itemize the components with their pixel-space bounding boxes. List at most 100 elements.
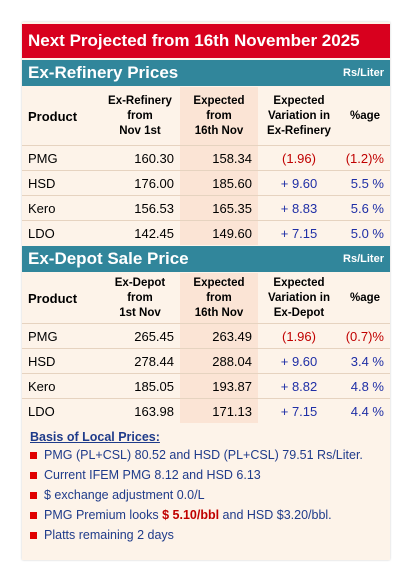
bullet [30,491,37,499]
value-cell: 142.45 [100,220,180,245]
value-cell: 4.8 % [340,373,390,398]
bullet [30,471,37,479]
value-cell: 156.53 [100,195,180,220]
value-cell: 185.05 [100,373,180,398]
column-header: Expected from 16th Nov [180,273,258,323]
bullet [30,531,37,539]
value-cell: 4.4 % [340,398,390,423]
note-item: Platts remaining 2 days [30,528,174,542]
value-cell: 171.13 [180,398,258,423]
note-item: PMG Premium looks $ 5.10/bbl and HSD $3.… [30,508,332,522]
header-line: from [127,291,153,304]
header-line: Expected [193,276,245,289]
value-cell: + 8.82 [258,373,340,398]
product-cell: Kero [22,195,100,220]
header-line: 1st Nov [119,306,161,319]
note-text: Platts remaining 2 days [44,528,174,542]
column-header: Expected Variation in Ex-Refinery [258,87,340,145]
value-cell: + 7.15 [258,398,340,423]
value-cell: (1.96) [258,323,340,348]
note-text: $ 5.10/bbl [162,508,220,522]
column-header: Product [22,87,100,145]
column-header: Expected Variation in Ex-Depot [258,273,340,323]
value-cell: 149.60 [180,220,258,245]
note-text: PMG (PL+CSL) 80.52 and HSD (PL+CSL) 79.5… [44,448,363,462]
value-cell: + 7.15 [258,220,340,245]
product-cell: HSD [22,170,100,195]
notes-heading: Basis of Local Prices: [30,430,160,444]
value-cell: 263.49 [180,323,258,348]
section-header: Ex-Depot Sale Price Rs/Liter [22,246,390,272]
value-cell: (1.2)% [340,145,390,170]
section-title: Ex-Refinery Prices [28,63,179,82]
unit-label: Rs/Liter [343,67,384,79]
value-cell: + 9.60 [258,170,340,195]
value-cell: 163.98 [100,398,180,423]
value-cell: 265.45 [100,323,180,348]
bullet [30,511,37,519]
product-cell: PMG [22,145,100,170]
product-cell: LDO [22,220,100,245]
header-line: 16th Nov [194,124,244,137]
header-line: %age [349,109,381,122]
title: Next Projected from 16th November 2025 [28,31,360,50]
header-line: Product [28,290,78,306]
value-cell: 160.30 [100,145,180,170]
value-cell: (1.96) [258,145,340,170]
value-cell: 5.5 % [340,170,390,195]
product-cell: HSD [22,348,100,373]
column-header: Expected from 16th Nov [180,87,258,145]
unit-label: Rs/Liter [343,253,384,265]
header-line: Ex-Depot [114,276,166,289]
value-cell: 5.0 % [340,220,390,245]
value-cell: 3.4 % [340,348,390,373]
title-bar: Next Projected from 16th November 2025 [22,24,390,58]
value-cell: 5.6 % [340,195,390,220]
value-cell: + 8.83 [258,195,340,220]
header-line: Ex-Refinery [267,124,331,137]
value-cell: 158.34 [180,145,258,170]
header-line: Nov 1st [119,124,161,137]
header-line: Product [28,108,78,124]
column-header: Ex-Refinery from Nov 1st [100,87,180,145]
header-line: 16th Nov [194,306,244,319]
note-item: Current IFEM PMG 8.12 and HSD 6.13 [30,468,261,482]
column-header: Product [22,273,100,323]
header-line: Ex-Depot [273,306,325,319]
note-text: $ exchange adjustment 0.0/L [44,488,205,502]
column-header: %age [340,273,390,323]
header-line: from [206,291,232,304]
value-cell: 288.04 [180,348,258,373]
card: Next Projected from 16th November 2025 E… [22,22,390,560]
header-line: from [127,109,153,122]
header-line: Ex-Refinery [108,94,172,107]
value-cell: (0.7)% [340,323,390,348]
value-cell: 193.87 [180,373,258,398]
header-line: Expected [193,94,245,107]
header-line: Variation in [268,291,330,304]
note-text: and HSD $3.20/bbl. [219,508,332,522]
column-header: %age [340,87,390,145]
value-cell: 165.35 [180,195,258,220]
value-cell: 185.60 [180,170,258,195]
note-item: PMG (PL+CSL) 80.52 and HSD (PL+CSL) 79.5… [30,448,363,462]
header-line: Variation in [268,109,330,122]
value-cell: 176.00 [100,170,180,195]
value-cell: 278.44 [100,348,180,373]
header-line: %age [349,291,381,304]
section-title: Ex-Depot Sale Price [28,249,189,268]
note-text: PMG Premium looks [44,508,163,522]
product-cell: Kero [22,373,100,398]
value-cell: + 9.60 [258,348,340,373]
header-line: from [206,109,232,122]
header-line: Expected [273,276,325,289]
header-line: Expected [273,94,325,107]
column-header: Ex-Depot from 1st Nov [100,273,180,323]
bullet [30,451,37,459]
section-header: Ex-Refinery Prices Rs/Liter [22,60,390,86]
note-item: $ exchange adjustment 0.0/L [30,488,205,502]
product-cell: PMG [22,323,100,348]
note-text: Current IFEM PMG 8.12 and HSD 6.13 [44,468,261,482]
product-cell: LDO [22,398,100,423]
